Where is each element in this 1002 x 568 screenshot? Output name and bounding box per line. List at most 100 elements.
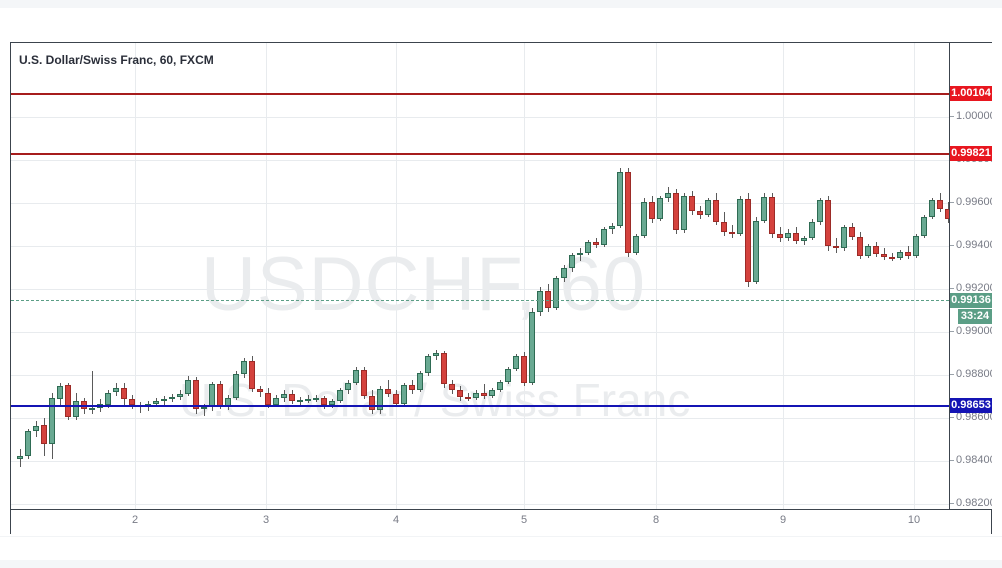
candle-up[interactable]: [505, 369, 511, 382]
candle-down[interactable]: [265, 392, 271, 406]
candle-up[interactable]: [569, 254, 575, 268]
candle-up[interactable]: [57, 386, 63, 399]
support-badge[interactable]: 0.98653: [950, 398, 992, 413]
support-line[interactable]: [11, 405, 949, 407]
candle-down[interactable]: [321, 397, 327, 406]
candle-up[interactable]: [185, 379, 191, 394]
candle-up[interactable]: [273, 397, 279, 406]
candle-up[interactable]: [529, 312, 535, 383]
candle-up[interactable]: [737, 198, 743, 234]
candle-up[interactable]: [601, 229, 607, 246]
candle-down[interactable]: [889, 256, 895, 259]
candle-down[interactable]: [65, 385, 71, 417]
candle-up[interactable]: [297, 399, 303, 402]
candle-up[interactable]: [585, 242, 591, 253]
candle-down[interactable]: [481, 392, 487, 396]
candle-up[interactable]: [921, 216, 927, 236]
current-price-line[interactable]: [11, 300, 949, 301]
candle-down[interactable]: [41, 425, 47, 445]
candle-up[interactable]: [113, 388, 119, 393]
candle-down[interactable]: [393, 393, 399, 405]
candle-down[interactable]: [441, 353, 447, 385]
candle-down[interactable]: [449, 384, 455, 391]
candle-down[interactable]: [825, 199, 831, 247]
price-scale[interactable]: 1.000000.998000.996000.994000.992000.990…: [949, 43, 992, 509]
candle-up[interactable]: [209, 384, 215, 408]
candle-down[interactable]: [249, 360, 255, 390]
candle-up[interactable]: [417, 373, 423, 391]
candle-down[interactable]: [545, 290, 551, 308]
candle-down[interactable]: [217, 384, 223, 407]
candle-down[interactable]: [769, 196, 775, 234]
candle-up[interactable]: [489, 390, 495, 396]
candle-up[interactable]: [169, 396, 175, 399]
candle-up[interactable]: [609, 226, 615, 230]
candle-down[interactable]: [729, 231, 735, 234]
candle-up[interactable]: [337, 390, 343, 401]
candle-up[interactable]: [705, 199, 711, 215]
candle-down[interactable]: [833, 246, 839, 249]
candle-up[interactable]: [617, 172, 623, 227]
candle-down[interactable]: [721, 221, 727, 232]
resistance-line-upper[interactable]: [11, 93, 949, 95]
candle-down[interactable]: [857, 236, 863, 256]
candle-up[interactable]: [785, 232, 791, 238]
candle-down[interactable]: [369, 395, 375, 411]
candle-up[interactable]: [433, 353, 439, 357]
candle-up[interactable]: [761, 196, 767, 221]
candle-up[interactable]: [345, 382, 351, 391]
candle-down[interactable]: [905, 251, 911, 256]
candle-up[interactable]: [577, 252, 583, 255]
time-scale[interactable]: 2 3 4 5 8 9 10: [11, 509, 991, 534]
candle-down[interactable]: [289, 393, 295, 401]
candle-up[interactable]: [73, 400, 79, 417]
candle-up[interactable]: [681, 195, 687, 231]
resistance-line-lower[interactable]: [11, 153, 949, 155]
candle-up[interactable]: [49, 397, 55, 445]
chart-widget[interactable]: USDCHF, 60 U.S. Dollar / Swiss Franc U.S…: [10, 42, 992, 534]
candle-up[interactable]: [865, 246, 871, 256]
candle-up[interactable]: [809, 221, 815, 238]
candle-down[interactable]: [777, 233, 783, 238]
resistance-lower-badge[interactable]: 0.99821: [950, 146, 992, 161]
candle-down[interactable]: [937, 199, 943, 210]
candle-up[interactable]: [929, 199, 935, 217]
resistance-upper-badge[interactable]: 1.00104: [950, 86, 992, 101]
candle-up[interactable]: [313, 397, 319, 400]
candle-up[interactable]: [817, 199, 823, 222]
candle-down[interactable]: [873, 246, 879, 254]
candle-up[interactable]: [641, 201, 647, 236]
candle-up[interactable]: [89, 408, 95, 411]
candle-up[interactable]: [897, 251, 903, 258]
candle-down[interactable]: [193, 379, 199, 410]
candle-down[interactable]: [409, 385, 415, 391]
candle-down[interactable]: [129, 398, 135, 406]
candle-up[interactable]: [233, 374, 239, 398]
candle-down[interactable]: [649, 201, 655, 219]
candle-up[interactable]: [913, 235, 919, 256]
candle-up[interactable]: [401, 385, 407, 405]
candle-down[interactable]: [849, 227, 855, 237]
current-price-badge[interactable]: 0.99136: [950, 293, 992, 308]
candle-up[interactable]: [17, 456, 23, 460]
candle-down[interactable]: [713, 199, 719, 222]
candle-up[interactable]: [353, 370, 359, 383]
candle-down[interactable]: [457, 390, 463, 397]
candle-down[interactable]: [257, 389, 263, 393]
candle-up[interactable]: [25, 430, 31, 457]
candle-down[interactable]: [793, 232, 799, 242]
candle-up[interactable]: [537, 290, 543, 312]
candle-down[interactable]: [121, 388, 127, 399]
chart-plot-area[interactable]: USDCHF, 60 U.S. Dollar / Swiss Franc U.S…: [11, 43, 949, 509]
candle-up[interactable]: [753, 220, 759, 283]
candle-up[interactable]: [561, 267, 567, 279]
candle-up[interactable]: [305, 398, 311, 401]
candle-up[interactable]: [841, 227, 847, 249]
candle-down[interactable]: [673, 193, 679, 231]
candle-up[interactable]: [241, 360, 247, 375]
candle-up[interactable]: [633, 235, 639, 253]
candle-down[interactable]: [745, 198, 751, 283]
candle-down[interactable]: [625, 172, 631, 253]
candle-down[interactable]: [361, 370, 367, 396]
candle-up[interactable]: [657, 197, 663, 219]
